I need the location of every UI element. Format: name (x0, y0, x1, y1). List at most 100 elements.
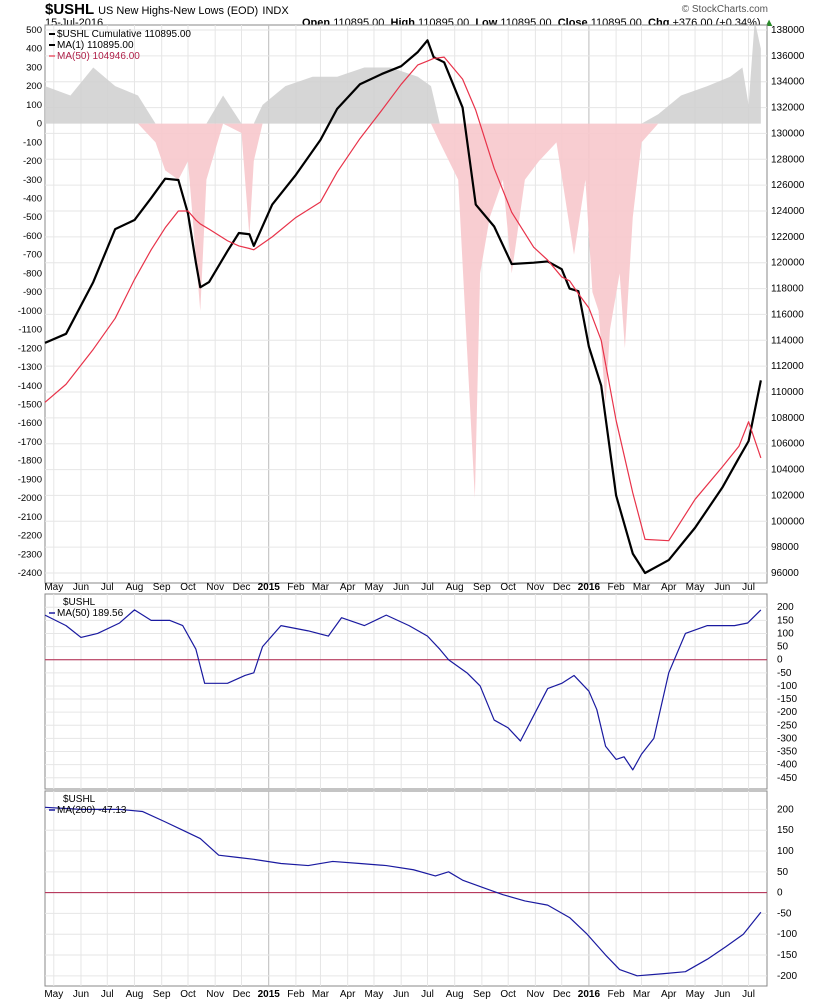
up-triangle-icon: ▲ (763, 17, 775, 29)
right-axis-tick: 150 (777, 825, 794, 836)
x-axis-tick: Sep (473, 989, 491, 1000)
x-axis-tick: Apr (340, 989, 356, 1000)
left-axis-tick: -2200 (18, 531, 42, 542)
x-axis-tick: Nov (206, 989, 224, 1000)
right-axis-tick: -50 (777, 668, 792, 679)
x-axis-tick: Dec (553, 582, 571, 593)
right-axis-tick: 50 (777, 642, 789, 653)
right-axis-tick: -300 (777, 733, 797, 744)
right-axis-tick: 100 (777, 628, 794, 639)
left-axis-tick: -2300 (18, 549, 42, 560)
x-axis-tick: 2015 (258, 989, 281, 1000)
left-axis-tick: 300 (26, 62, 42, 73)
x-axis-tick: Jun (393, 582, 409, 593)
x-axis-tick: Jul (421, 582, 434, 593)
right-axis-tick: 128000 (771, 154, 805, 165)
left-axis-tick: 200 (26, 81, 42, 92)
x-axis-tick: Nov (206, 582, 224, 593)
right-axis-tick: 136000 (771, 51, 805, 62)
x-axis-tick: Dec (233, 582, 251, 593)
right-axis-tick: -50 (777, 908, 792, 919)
right-axis-tick: 100000 (771, 516, 805, 527)
right-axis-tick: -250 (777, 720, 797, 731)
legend-label: MA(50) 189.56 (57, 608, 124, 619)
left-axis-tick: -1700 (18, 437, 42, 448)
x-axis-tick: Oct (500, 989, 516, 1000)
left-axis-tick: -600 (23, 231, 42, 242)
right-axis-tick: 108000 (771, 413, 805, 424)
x-axis-tick: May (365, 582, 384, 593)
brand-watermark: © StockCharts.com (681, 4, 768, 15)
right-axis-tick: 200 (777, 804, 794, 815)
x-axis-tick: Aug (126, 989, 144, 1000)
right-axis-tick: 118000 (771, 284, 804, 295)
right-axis-tick: 98000 (771, 542, 799, 553)
x-axis-tick: Jul (742, 989, 755, 1000)
right-axis-tick: 106000 (771, 439, 805, 450)
x-axis-tick: Sep (153, 582, 171, 593)
x-axis-tick: Aug (446, 989, 464, 1000)
left-axis-tick: -500 (23, 212, 42, 223)
left-axis-tick: -900 (23, 287, 42, 298)
right-axis-tick: 104000 (771, 465, 805, 476)
right-axis-tick: -350 (777, 747, 797, 758)
x-axis-tick: Jun (714, 989, 730, 1000)
right-axis-tick: -150 (777, 694, 797, 705)
ma50-line (44, 56, 762, 542)
x-axis-tick: Sep (153, 989, 171, 1000)
symbol: $USHL (45, 1, 94, 18)
exchange: INDX (262, 5, 289, 17)
legend-label: MA(1) 110895.00 (57, 40, 134, 51)
left-axis-tick: -2100 (18, 512, 42, 523)
legend-label: $USHL (63, 794, 96, 805)
left-axis-tick: -1300 (18, 362, 42, 373)
x-axis-tick: Feb (607, 989, 625, 1000)
right-axis-tick: -200 (777, 707, 797, 718)
right-axis-tick: -450 (777, 773, 797, 784)
left-axis-tick: -800 (23, 268, 42, 279)
left-axis-tick: -300 (23, 175, 42, 186)
x-axis-tick: Oct (180, 989, 196, 1000)
right-axis-tick: 132000 (771, 103, 805, 114)
legend-label: MA(200) -47.13 (57, 805, 127, 816)
right-axis-tick: 96000 (771, 568, 799, 579)
x-axis-tick: Jul (101, 989, 114, 1000)
right-axis-tick: 110000 (771, 387, 804, 398)
x-axis-tick: Aug (126, 582, 144, 593)
x-axis-tick: May (686, 582, 705, 593)
left-axis-tick: 100 (26, 100, 42, 111)
x-axis-tick: Dec (233, 989, 251, 1000)
right-axis-tick: 120000 (771, 258, 805, 269)
right-axis-tick: 50 (777, 867, 789, 878)
left-axis-tick: 0 (37, 119, 42, 130)
left-axis-tick: -1500 (18, 399, 42, 410)
left-axis-tick: -200 (23, 156, 42, 167)
right-axis-tick: -150 (777, 950, 797, 961)
right-axis-tick: 0 (777, 655, 783, 666)
x-axis-tick: Apr (661, 989, 677, 1000)
right-axis-tick: -200 (777, 971, 797, 982)
ma1-line (44, 39, 762, 575)
x-axis-tick: Nov (527, 582, 545, 593)
x-axis-tick: Jun (73, 989, 89, 1000)
left-axis-tick: -1200 (18, 343, 42, 354)
legend-label: MA(50) 104946.00 (57, 51, 140, 62)
legend-label: $USHL Cumulative 110895.00 (57, 29, 191, 40)
x-axis-tick: 2016 (578, 582, 601, 593)
x-axis-tick: Oct (500, 582, 516, 593)
left-axis-tick: -100 (23, 137, 42, 148)
left-axis-tick: -1400 (18, 381, 42, 392)
right-axis-tick: 122000 (771, 232, 805, 243)
ma200-breadth-line (44, 806, 762, 977)
x-axis-tick: Jun (393, 989, 409, 1000)
histogram-positive-area (45, 20, 761, 124)
left-axis-tick: -1600 (18, 418, 42, 429)
right-axis-tick: 134000 (771, 77, 805, 88)
x-axis-tick: 2015 (258, 582, 281, 593)
right-axis-tick: 0 (777, 888, 783, 899)
x-axis-tick: Mar (312, 989, 330, 1000)
left-axis-tick: -1100 (18, 325, 42, 336)
right-axis-tick: -100 (777, 681, 797, 692)
ma50-breadth-line (44, 609, 762, 771)
left-axis-tick: -2400 (18, 568, 42, 579)
